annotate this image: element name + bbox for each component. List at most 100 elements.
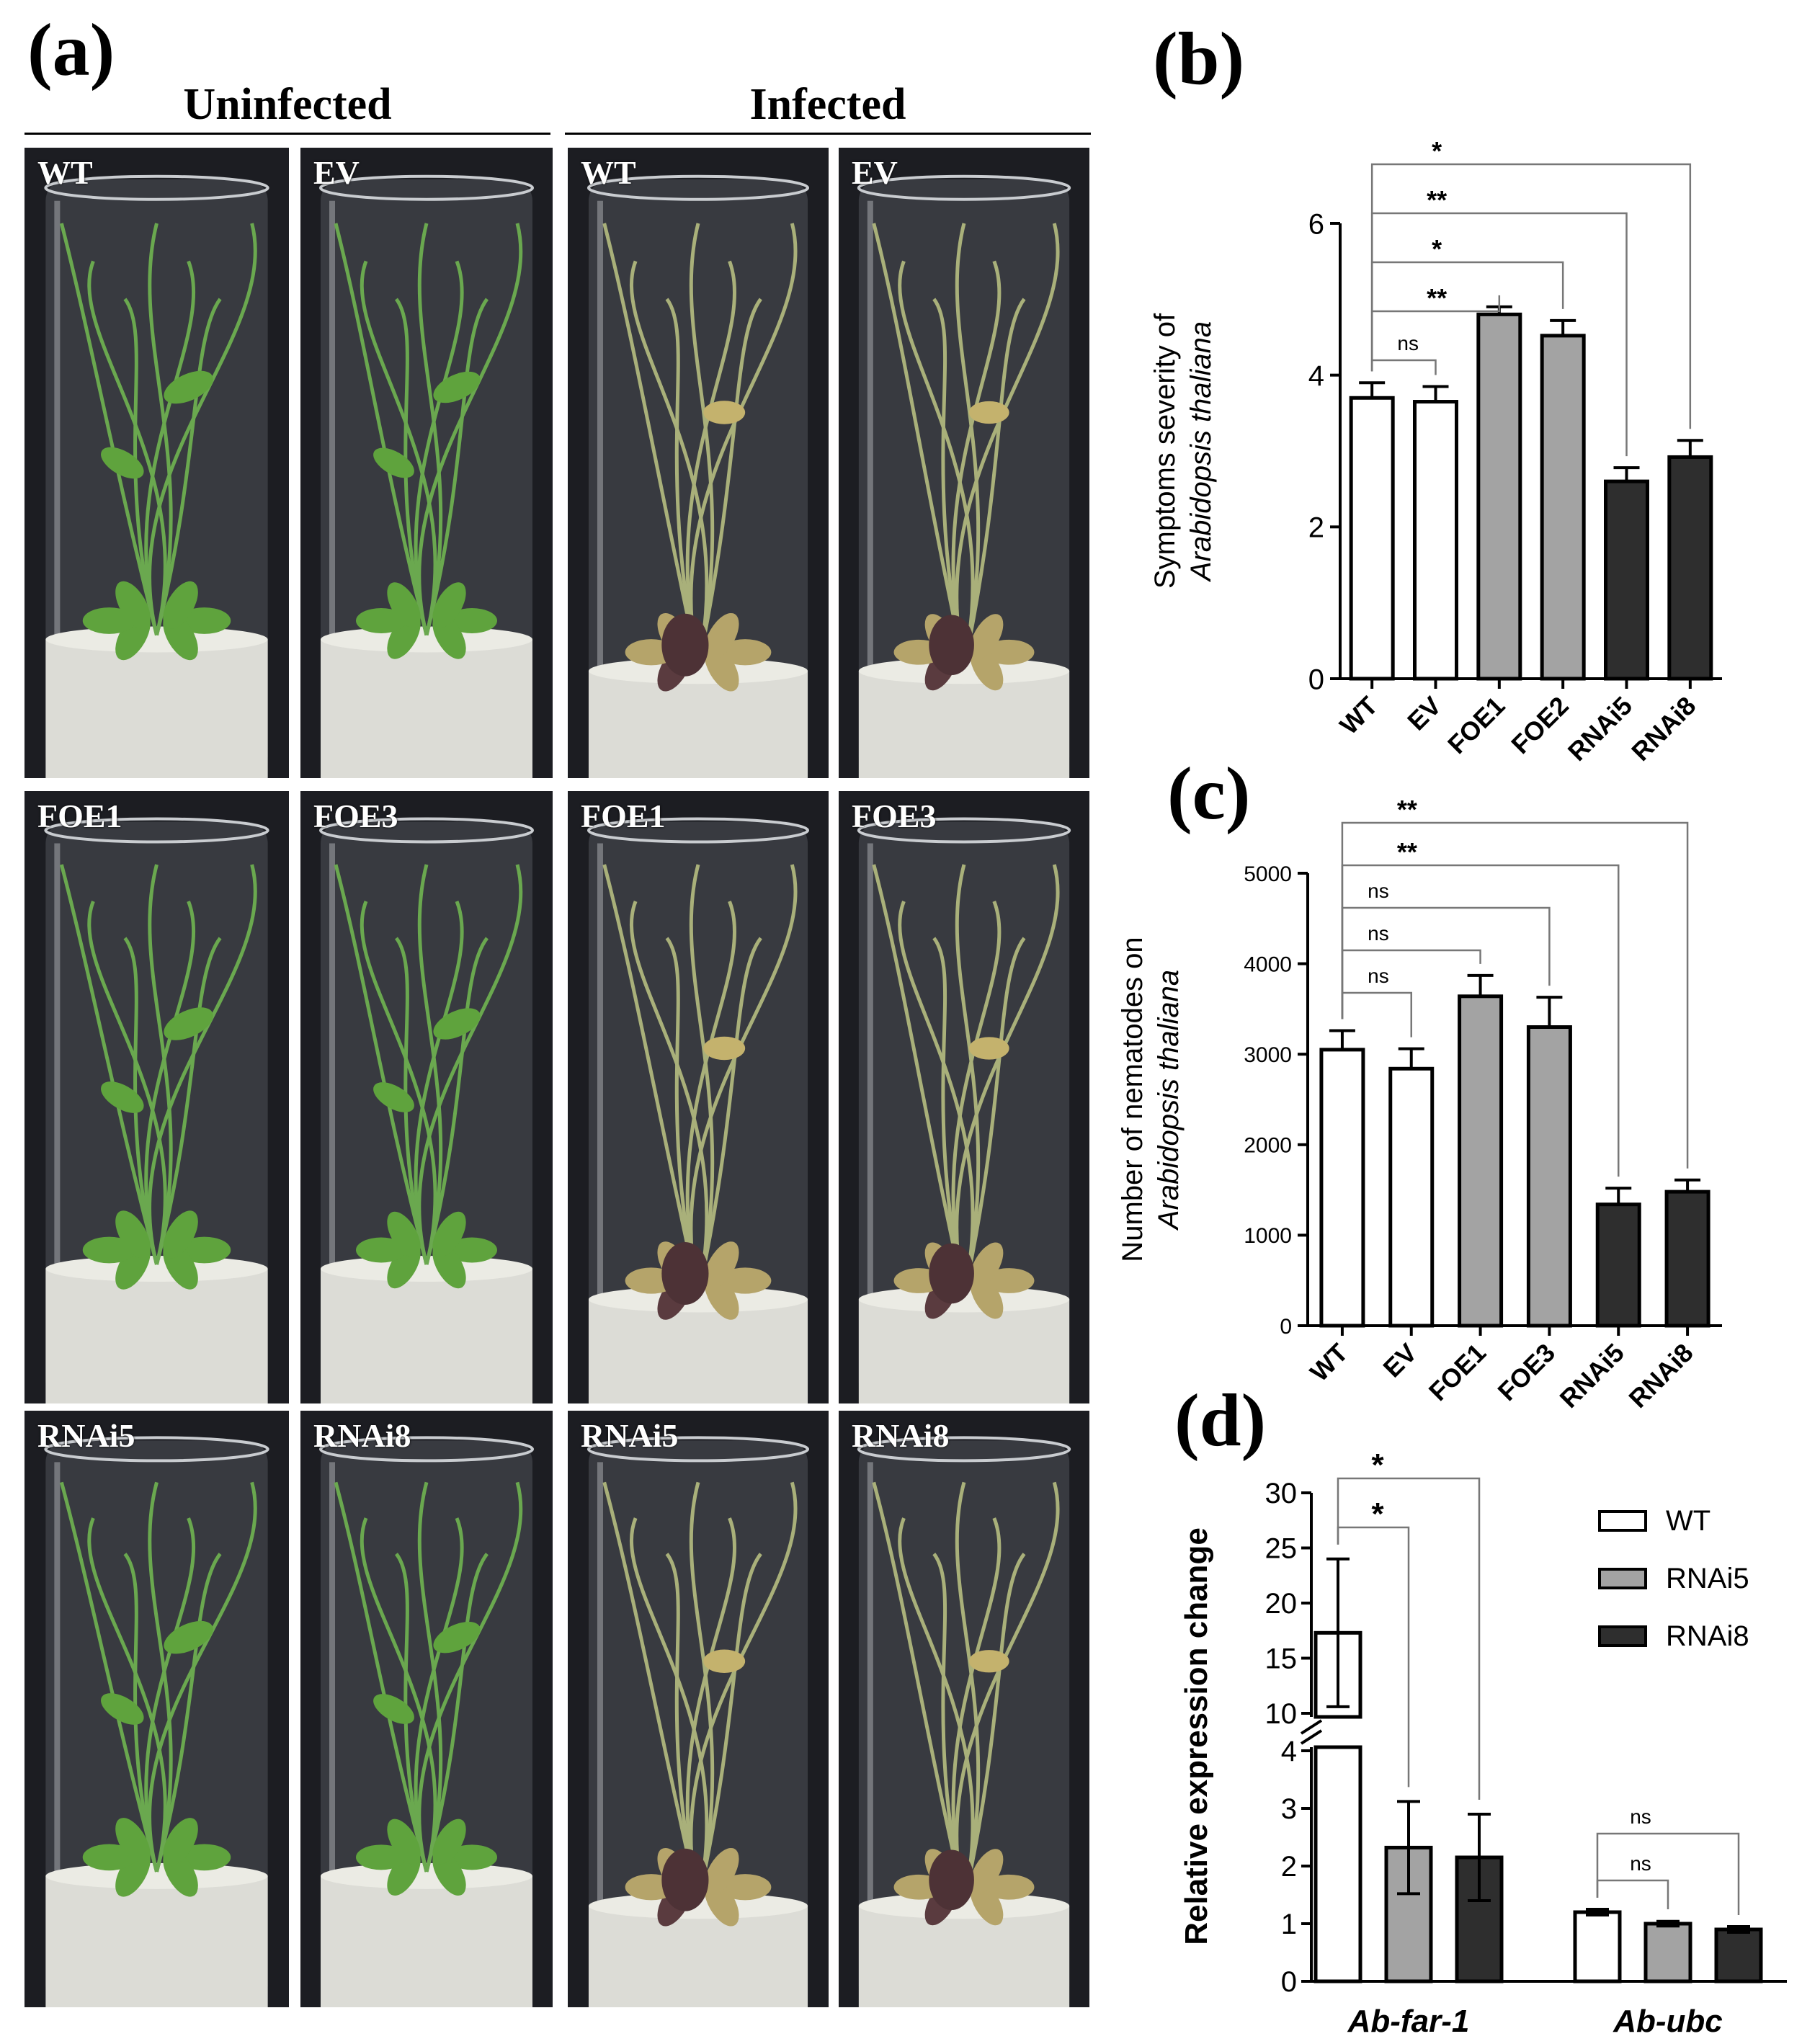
chart-d-svg: 0 1 2 3 4 10 15 20 25 30 Relative expression chang…: [1179, 1447, 1787, 2039]
x-tick-label: FOE2: [1505, 691, 1574, 759]
plant-leaf: [983, 1874, 1035, 1900]
plant-photo: [586, 817, 810, 1403]
plant-leaf: [970, 614, 1004, 659]
plant-leaf: [704, 612, 739, 661]
glass-highlight: [867, 843, 873, 1334]
bar-WT: [1319, 1048, 1365, 1328]
agar-medium: [45, 639, 268, 778]
plant-stem: [59, 864, 159, 1265]
chart-b-svg: 0 2 4 6 Symptoms severity of Arabidopsis thal…: [1149, 136, 1722, 767]
tube-rim: [586, 1436, 810, 1463]
y-tick-label: 6: [1308, 208, 1324, 240]
plant-stem: [665, 937, 700, 1296]
plant-photo: [857, 174, 1071, 778]
panel-a-letter: (a): [27, 9, 115, 92]
glass-highlight: [867, 1462, 873, 1940]
plant-stem: [417, 1481, 443, 1873]
photo-tile-6: FOE1: [568, 791, 829, 1403]
plant-leaf: [970, 1242, 1004, 1288]
wilted-leaf: [968, 1650, 1009, 1673]
plant-stem: [898, 260, 975, 667]
plant-stem: [148, 1481, 257, 1873]
significance-label: ns: [1368, 965, 1389, 987]
bar-FOE1: [1458, 994, 1504, 1328]
y-tick-label: 2000: [1244, 1134, 1292, 1158]
significance-label: **: [1427, 283, 1447, 313]
significance-label: ns: [1630, 1852, 1651, 1875]
significance-bracket: [1596, 1879, 1669, 1909]
plant-stem: [87, 260, 167, 636]
y-tick-label: 4: [1281, 1736, 1297, 1767]
plant-stem: [414, 260, 464, 636]
legend-swatch-RNAi8: [1598, 1625, 1647, 1647]
y-axis-label: Relative expression change: [1179, 1527, 1214, 1945]
plant-leaf: [432, 582, 466, 628]
x-tick-label: FOE3: [1492, 1338, 1561, 1406]
y-tick-label: 4000: [1244, 952, 1292, 976]
plant-stem: [59, 223, 159, 636]
agar-medium: [45, 1269, 268, 1403]
y-tick-label: 1000: [1244, 1224, 1292, 1248]
x-group-label: Ab-far-1: [1347, 2004, 1470, 2039]
plant-stem: [417, 1481, 523, 1873]
photo-label: EV: [313, 154, 360, 191]
glass-tube: [858, 821, 1070, 1403]
plant-stem: [87, 901, 167, 1265]
significance-label: **: [1397, 837, 1417, 867]
plant-leaf: [718, 1874, 772, 1901]
panel-d-letter: (d): [1174, 1379, 1267, 1462]
plant-leaf: [163, 581, 198, 629]
wilted-leaf: [968, 401, 1009, 424]
bar-RNAi8-Ab-far-1: [1455, 1855, 1504, 1983]
significance-label: ns: [1630, 1806, 1651, 1828]
plant-stem: [144, 1517, 196, 1873]
stem-leaf: [433, 1008, 481, 1040]
necrotic-leaf: [661, 1848, 709, 1911]
plant-stem: [394, 298, 429, 636]
bar-EV: [1413, 400, 1458, 681]
significance-label: *: [1371, 1447, 1384, 1483]
y-tick-label: 2: [1308, 512, 1324, 544]
agar-medium: [321, 1875, 532, 2007]
y-tick-label: 2: [1281, 1851, 1297, 1883]
photo-tile-8: RNAi5: [24, 1411, 289, 2007]
x-tick-label: RNAi8: [1625, 691, 1701, 767]
plant-stem: [665, 1553, 700, 1902]
y-tick-label: 1: [1281, 1909, 1297, 1940]
y-axis-label-species: Arabidopsis thaliana: [1153, 970, 1185, 1231]
plant-stem: [360, 901, 437, 1265]
bar-WT: [1349, 396, 1395, 681]
glass-tube: [588, 179, 808, 778]
plant-stem: [148, 1481, 173, 1873]
plant-stem: [360, 260, 437, 636]
plant-stem: [872, 1481, 966, 1902]
tube-rim: [44, 174, 269, 201]
plant-stem: [602, 223, 700, 667]
agar-medium: [321, 1269, 532, 1403]
glass-highlight: [597, 200, 603, 705]
infected-header: Infected: [749, 80, 906, 129]
plant-stem: [417, 864, 523, 1265]
necrotic-leaf: [661, 613, 709, 677]
plant-stem: [87, 1517, 167, 1873]
x-tick-label: FOE1: [1423, 1338, 1491, 1406]
photo-tile-10: RNAi5: [568, 1411, 829, 2007]
plant-leaf: [115, 1818, 151, 1866]
photo-tile-0: WT: [24, 148, 289, 778]
infected-rule: [565, 133, 1091, 135]
plant-leaf: [387, 1818, 421, 1865]
photo-label: FOE3: [852, 798, 937, 834]
photo-tile-1: EV: [300, 148, 553, 778]
glass-tube: [858, 1440, 1070, 2007]
stem-leaf: [373, 447, 414, 478]
y-tick-label: 3000: [1244, 1043, 1292, 1067]
plant-leaf: [356, 1237, 406, 1263]
legend-label: RNAi8: [1666, 1620, 1749, 1652]
chart-c-svg: 0 1000 2000 3000 4000 5000 Number of nematodes…: [1117, 795, 1722, 1414]
plant-leaf: [387, 1211, 421, 1257]
plant-photo: [319, 1436, 534, 2007]
wilted-leaf: [703, 1036, 746, 1061]
necrotic-leaf: [929, 615, 974, 676]
plant-stem: [417, 223, 443, 636]
bar-RNAi8-Ab-ubc: [1714, 1927, 1763, 1983]
